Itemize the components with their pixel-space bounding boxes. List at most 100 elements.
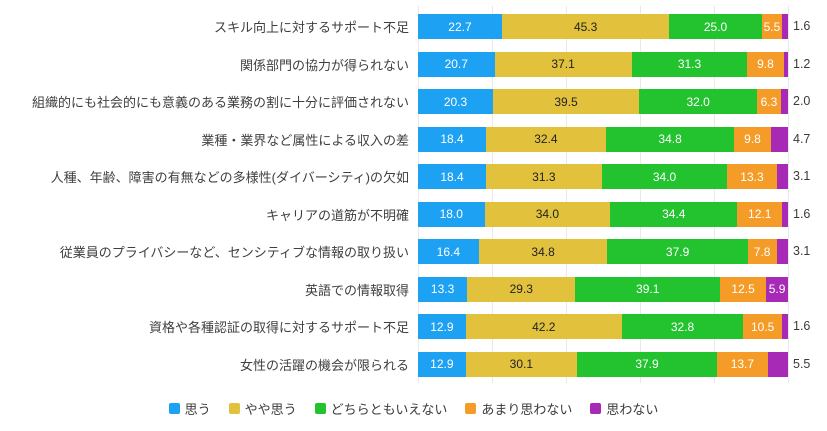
bar-segment-思わない [782,201,788,227]
bar-segment-あまり思わない: 6.3 [757,89,781,115]
bar-segment-やや思う: 39.5 [493,89,640,115]
bar-segment-あまり思わない: 9.8 [747,51,784,77]
segment-value-label: 18.4 [440,169,464,184]
outside-value-label: 2.0 [793,94,811,109]
outside-value-label: 1.6 [793,319,811,334]
stacked-bar: 22.7 45.3 25.0 5.5 [418,14,788,40]
row-plot-area: 13.3 29.3 39.1 12.5 5.9 [418,276,788,302]
bar-segment-どちらともいえない: 34.8 [605,126,735,152]
legend-swatch-icon [590,403,602,414]
outside-value-label: 5.5 [793,356,811,371]
segment-value-label: 13.7 [730,357,755,372]
bar-segment-思う: 22.7 [418,14,502,40]
segment-value-label: 9.8 [757,57,774,72]
outside-value-label: 1.6 [793,206,811,221]
row-plot-area: 18.4 32.4 34.8 9.8 4.7 [418,126,810,152]
segment-value-label: 9.8 [744,132,761,147]
bar-segment-思わない [776,239,789,265]
bar-segment-あまり思わない: 7.8 [747,239,777,265]
segment-value-label: 20.3 [443,94,468,109]
bar-segment-やや思う: 32.4 [486,126,606,152]
row-plot-area: 12.9 30.1 37.9 13.7 5.5 [418,351,810,377]
category-label: 業種・業界など属性による収入の差 [201,132,409,148]
legend-item: 思う [168,399,211,418]
row-plot-area: 18.4 31.3 34.0 13.3 3.1 [418,164,810,190]
bar-segment-あまり思わない: 12.1 [737,201,783,227]
chart-row: 業種・業界など属性による収入の差 18.4 32.4 34.8 9.8 4.7 [0,121,827,159]
segment-value-label: 37.1 [551,57,575,72]
row-plot-area: 20.7 37.1 31.3 9.8 1.2 [418,51,810,77]
bar-segment-思う: 12.9 [418,314,466,340]
stacked-bar: 18.0 34.0 34.4 12.1 [418,201,788,227]
outside-value-label: 3.1 [793,169,811,184]
segment-value-label: 39.5 [554,94,578,109]
segment-value-label: 18.4 [440,132,464,147]
bar-segment-どちらともいえない: 32.8 [621,314,744,340]
segment-value-label: 34.0 [652,169,677,184]
chart-row: 英語での情報取得 13.3 29.3 39.1 12.5 5.9 [0,271,827,309]
segment-value-label: 45.3 [573,19,598,34]
legend-swatch-icon [465,403,477,414]
bar-segment-あまり思わない: 5.5 [761,14,783,40]
bar-segment-思わない [782,314,788,340]
segment-value-label: 7.8 [753,244,771,259]
bar-segment-思う: 16.4 [418,239,479,265]
bar-segment-どちらともいえない: 34.4 [610,201,738,227]
segment-value-label: 37.9 [635,357,659,372]
segment-value-label: 12.9 [430,357,454,372]
bar-segment-思わない [776,164,788,190]
bar-segment-やや思う: 34.8 [478,239,608,265]
legend-item: どちらともいえない [314,399,448,418]
bar-segment-あまり思わない: 10.5 [743,314,783,340]
segment-value-label: 32.0 [686,94,710,109]
stacked-bar: 20.7 37.1 31.3 9.8 [418,51,788,77]
bar-segment-やや思う: 34.0 [484,201,611,227]
stacked-bar-chart: スキル向上に対するサポート不足 22.7 45.3 25.0 5.5 1.6 関係部門の協力… [0,6,827,418]
category-label: 従業員のプライバシーなど、センシティブな情報の取り扱い [59,245,409,261]
bar-segment-どちらともいえない: 37.9 [607,239,748,265]
chart-row: キャリアの道筋が不明確 18.0 34.0 34.4 12.1 1.6 [0,196,827,234]
stacked-bar: 16.4 34.8 37.9 7.8 [418,239,789,265]
segment-value-label: 13.3 [740,169,764,184]
segment-value-label: 16.4 [436,244,461,259]
category-label: 資格や各種認証の取得に対するサポート不足 [148,320,409,336]
legend-label: やや思う [244,402,297,417]
category-label: 組織的にも社会的にも意義のある業務の割に十分に評価されない [31,95,409,111]
legend-swatch-icon [168,403,180,414]
segment-value-label: 30.1 [509,357,533,372]
bar-segment-やや思う: 31.3 [486,164,602,190]
segment-value-label: 12.5 [731,282,755,297]
category-label: 関係部門の協力が得られない [239,57,409,73]
bar-segment-やや思う: 30.1 [465,351,577,377]
bar-segment-思う: 12.9 [418,351,466,377]
chart-rows: スキル向上に対するサポート不足 22.7 45.3 25.0 5.5 1.6 関係部門の協力… [0,14,827,377]
category-label: スキル向上に対するサポート不足 [213,20,409,36]
bar-segment-あまり思わない: 13.7 [717,351,768,377]
bar-segment-思う: 18.0 [418,201,485,227]
bar-segment-思わない [780,89,788,115]
outside-value-label: 1.6 [793,19,811,34]
row-plot-area: 12.9 42.2 32.8 10.5 1.6 [418,314,810,340]
stacked-bar: 12.9 42.2 32.8 10.5 [418,314,788,340]
outside-value-label: 3.1 [793,244,811,259]
stacked-bar: 13.3 29.3 39.1 12.5 5.9 [418,276,788,302]
legend-swatch-icon [314,403,326,414]
legend-label: どちらともいえない [330,402,448,417]
segment-value-label: 34.4 [662,207,686,222]
bar-segment-思う: 18.4 [418,126,487,152]
bar-segment-あまり思わない: 9.8 [734,126,771,152]
bar-segment-思わない [770,126,788,152]
segment-value-label: 25.0 [703,19,728,34]
chart-row: 従業員のプライバシーなど、センシティブな情報の取り扱い 16.4 34.8 37.9 7… [0,233,827,271]
bar-segment-どちらともいえない: 37.9 [576,351,718,377]
segment-value-label: 39.1 [636,282,660,297]
bar-segment-どちらともいえない: 25.0 [669,14,762,40]
legend-item: あまり思わない [465,399,572,418]
segment-value-label: 34.8 [658,132,682,147]
bar-segment-やや思う: 29.3 [467,276,576,302]
stacked-bar: 18.4 31.3 34.0 13.3 [418,164,788,190]
segment-value-label: 31.3 [677,57,702,72]
legend-item: やや思う [228,399,297,418]
row-plot-area: 18.0 34.0 34.4 12.1 1.6 [418,201,810,227]
